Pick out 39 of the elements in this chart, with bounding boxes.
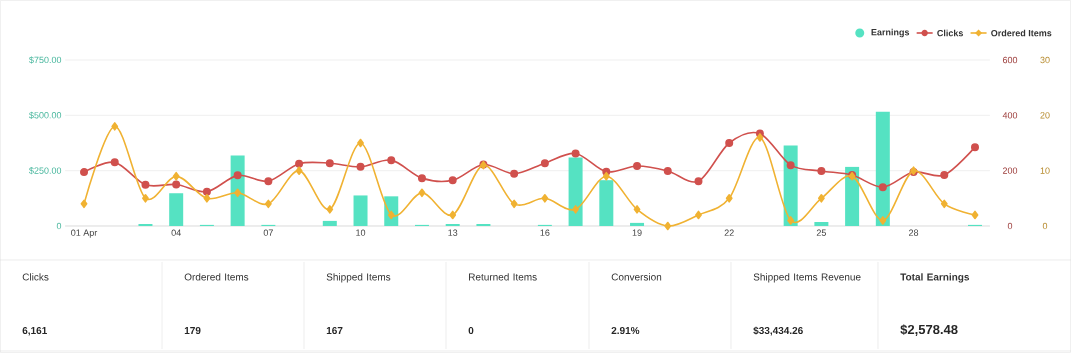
y-tick-label: $500.00 bbox=[29, 111, 62, 119]
x-tick-label: 19 bbox=[632, 229, 642, 236]
y-tick-label: 0 bbox=[56, 222, 62, 230]
y3-tick-label: 30 bbox=[1040, 56, 1050, 64]
y2-tick-label: 0 bbox=[1007, 222, 1013, 230]
category-label: Conversion bbox=[611, 273, 662, 281]
y3-tick-label: 10 bbox=[1040, 167, 1050, 174]
legend-label: Earnings bbox=[871, 28, 910, 38]
text: 0 bbox=[468, 327, 474, 335]
text: 179 bbox=[184, 327, 201, 335]
x-tick-label: 28 bbox=[909, 229, 919, 236]
x-tick-label: 01 Apr bbox=[71, 229, 98, 238]
y3-tick-label: 20 bbox=[1040, 112, 1050, 119]
x-tick-label: 13 bbox=[448, 229, 458, 236]
text: 6,161 bbox=[22, 327, 47, 336]
x-tick-label: 07 bbox=[263, 229, 273, 236]
category-label: Ordered Items bbox=[184, 273, 249, 281]
category-label: Clicks bbox=[22, 273, 49, 281]
category-label: Returned Items bbox=[469, 273, 537, 281]
y-tick-label: $250.00 bbox=[29, 167, 62, 175]
x-tick-label: 10 bbox=[356, 229, 366, 236]
category-label: Total Earnings bbox=[900, 273, 970, 283]
legend-label: Ordered Items bbox=[991, 29, 1052, 37]
x-tick-label: 16 bbox=[540, 229, 550, 236]
y2-tick-label: 200 bbox=[1002, 167, 1018, 174]
y3-tick-label: 0 bbox=[1042, 222, 1048, 230]
text: 167 bbox=[326, 327, 343, 335]
y2-tick-label: 600 bbox=[1002, 56, 1018, 64]
category-label: Shipped Items Revenue bbox=[753, 273, 861, 283]
y2-tick-label: 400 bbox=[1002, 112, 1018, 119]
text: $33,434.26 bbox=[753, 326, 803, 336]
category-label: Shipped Items bbox=[326, 273, 391, 283]
y-tick-label: $750.00 bbox=[29, 56, 62, 64]
text: $2,578.48 bbox=[900, 324, 958, 336]
legend-label: Clicks bbox=[937, 29, 964, 37]
text: 2.91% bbox=[611, 327, 640, 335]
x-tick-label: 25 bbox=[816, 229, 826, 236]
x-tick-label: 22 bbox=[724, 229, 734, 236]
x-tick-label: 04 bbox=[171, 229, 181, 236]
